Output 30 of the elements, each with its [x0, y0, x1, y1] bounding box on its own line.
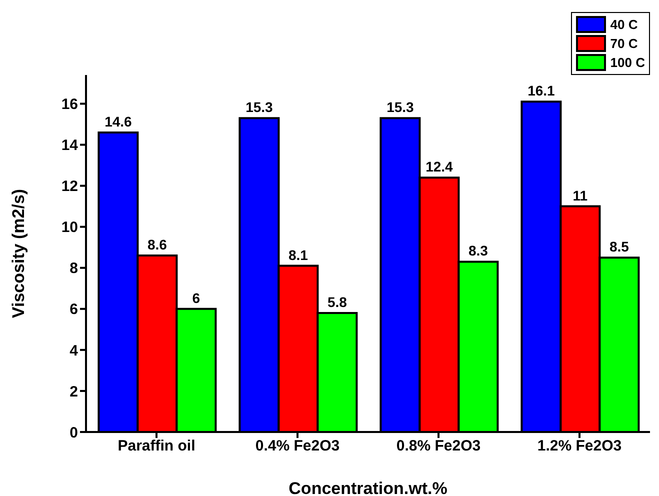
data-label: 8.6	[147, 236, 168, 253]
x-tick-label: 0.8% Fe2O3	[396, 438, 481, 455]
data-label: 8.1	[288, 246, 308, 263]
data-label: 16.1	[528, 82, 556, 99]
legend-label: 70 C	[610, 36, 638, 51]
data-label: 8.3	[468, 242, 488, 259]
y-tick-label: 8	[70, 260, 78, 278]
y-tick-label: 16	[61, 96, 78, 114]
data-label: 6	[192, 290, 200, 306]
y-tick-label: 12	[61, 178, 78, 196]
data-label: 12.4	[426, 158, 454, 175]
data-label: 14.6	[104, 113, 132, 130]
y-tick-label: 14	[61, 137, 79, 154]
y-tick-label: 0	[70, 424, 78, 442]
x-axis-title: Concentration.wt.%	[288, 479, 448, 496]
data-label: 5.8	[327, 294, 348, 310]
data-label: 11	[572, 187, 588, 204]
x-tick-label: 1.2% Fe2O3	[537, 438, 622, 455]
legend-label: 40 C	[610, 17, 638, 32]
data-label: 15.3	[246, 99, 274, 116]
data-label: 15.3	[386, 99, 414, 116]
y-tick-label: 10	[61, 219, 78, 236]
y-axis-title: Viscosity (m2/s)	[9, 188, 28, 318]
x-tick-label: Paraffin oil	[118, 438, 196, 455]
y-tick-label: 2	[70, 383, 78, 400]
legend-label: 100 C	[610, 55, 645, 70]
x-tick-label: 0.4% Fe2O3	[255, 438, 340, 455]
y-tick-label: 6	[70, 301, 78, 318]
y-tick-label: 4	[70, 342, 79, 360]
data-label: 8.5	[609, 238, 630, 255]
